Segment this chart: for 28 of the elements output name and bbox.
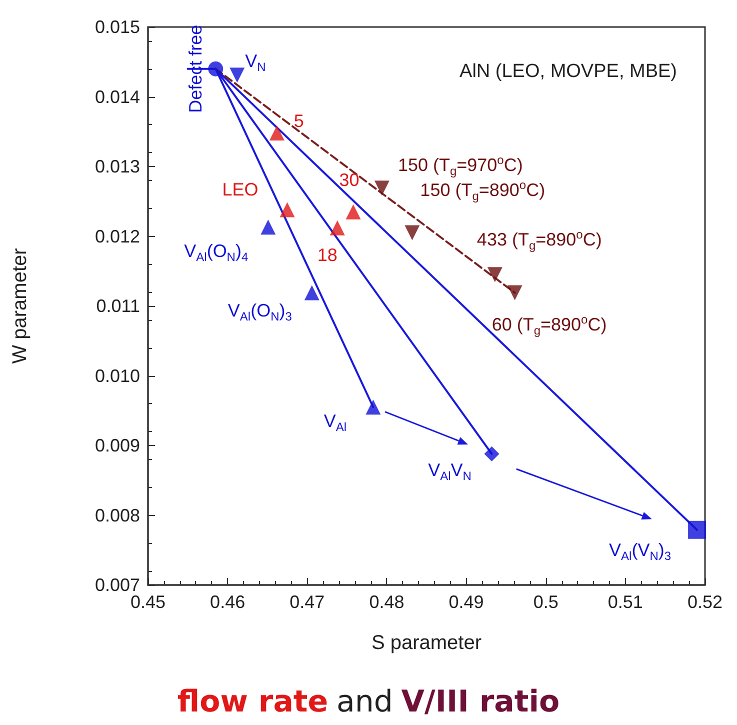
x-tick-label: 0.46 [210, 592, 246, 612]
y-tick-label: 0.013 [94, 156, 140, 176]
text: flow rate [177, 684, 328, 720]
annotation: LEO [222, 180, 258, 200]
y-tick-label: 0.012 [94, 226, 140, 246]
x-tick-label: 0.5 [533, 592, 558, 612]
x-tick-label: 0.48 [369, 592, 404, 612]
text: and [336, 684, 393, 720]
x-tick-label: 0.51 [608, 592, 643, 612]
annotation: AlN (LEO, MOVPE, MBE) [460, 61, 678, 82]
y-tick-label: 0.009 [94, 436, 140, 456]
x-tick-label: 0.47 [290, 592, 325, 612]
x-tick-label: 0.49 [448, 592, 484, 612]
annotation: 5 [294, 111, 304, 132]
text: V/III ratio [401, 684, 560, 720]
annotation: 30 [339, 170, 360, 190]
x-tick-label: 0.45 [130, 592, 166, 612]
y-tick-label: 0.015 [94, 17, 140, 37]
x-axis-title: S parameter [371, 632, 482, 654]
y-tick-label: 0.008 [94, 505, 140, 526]
annotation: Defect free [186, 24, 206, 113]
y-axis-title: W parameter [9, 248, 31, 364]
y-tick-label: 0.007 [94, 575, 140, 595]
y-tick-label: 0.011 [96, 296, 140, 316]
x-tick-label: 0.52 [687, 592, 723, 612]
annotation: 18 [317, 244, 338, 265]
y-tick-label: 0.010 [94, 366, 140, 386]
y-tick-label: 0.014 [94, 86, 140, 107]
